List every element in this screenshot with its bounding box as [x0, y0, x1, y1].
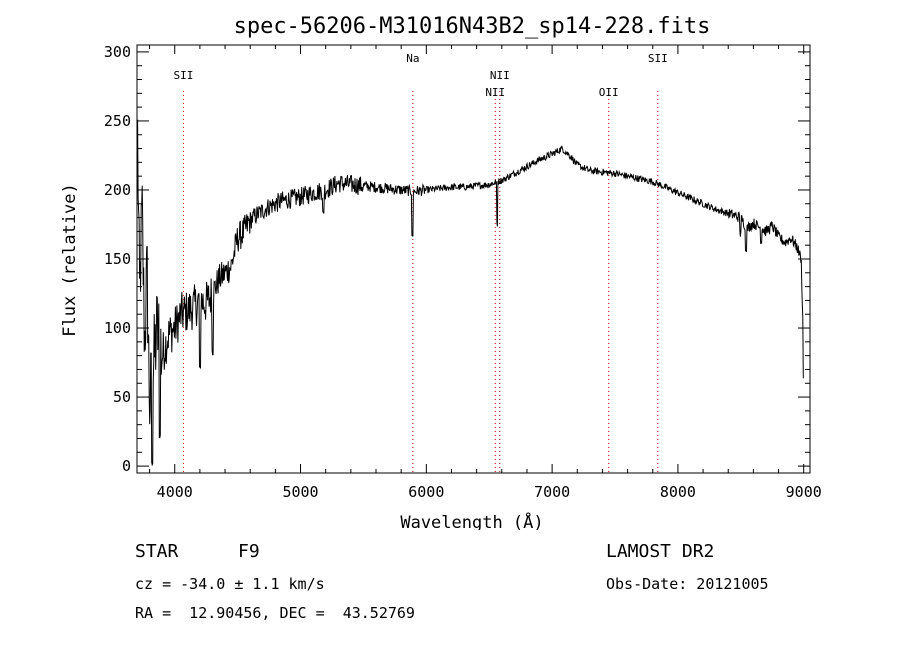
y-tick-label: 300 — [104, 43, 131, 61]
chart-title: spec-56206-M31016N43B2_sp14-228.fits — [234, 14, 711, 39]
object-subclass: F9 — [238, 541, 260, 562]
x-axis-label: Wavelength (Å) — [400, 511, 543, 530]
survey-name: LAMOST DR2 — [606, 541, 715, 562]
redshift-text: cz = -34.0 ± 1.1 km/s — [135, 575, 325, 593]
spectral-line-label: NII — [490, 69, 510, 82]
spectrum-line — [137, 119, 804, 467]
spectral-line-label: SII — [648, 52, 668, 65]
y-tick-label: 100 — [104, 319, 131, 337]
y-tick-label: 150 — [104, 250, 131, 268]
spectrum-chart: spec-56206-M31016N43B2_sp14-228.fits SII… — [60, 14, 822, 530]
x-tick-label: 5000 — [282, 483, 318, 501]
spectral-line-label: OII — [599, 86, 619, 99]
x-tick-label: 9000 — [786, 483, 822, 501]
spectral-line-label: NII — [485, 86, 505, 99]
x-tick-label: 8000 — [660, 483, 696, 501]
x-tick-label: 7000 — [534, 483, 570, 501]
plot-layer: SII Na NII NII OII SII 4000 5000 6000 7000 8000 900… — [104, 43, 822, 501]
y-axis-label: Flux (relative) — [60, 183, 80, 337]
y-tick-label: 250 — [104, 112, 131, 130]
x-tick-label: 6000 — [408, 483, 444, 501]
spectral-line-label: Na — [406, 52, 419, 65]
plot-frame — [136, 44, 811, 474]
x-tick-label: 4000 — [157, 483, 193, 501]
spectral-line-label: SII — [173, 69, 193, 82]
y-tick-label: 50 — [113, 388, 131, 406]
obs-date-text: Obs-Date: 20121005 — [606, 575, 769, 593]
object-class: STAR — [135, 541, 179, 562]
y-tick-label: 0 — [122, 457, 131, 475]
y-tick-label: 200 — [104, 181, 131, 199]
coordinates-text: RA = 12.90456, DEC = 43.52769 — [135, 604, 415, 622]
